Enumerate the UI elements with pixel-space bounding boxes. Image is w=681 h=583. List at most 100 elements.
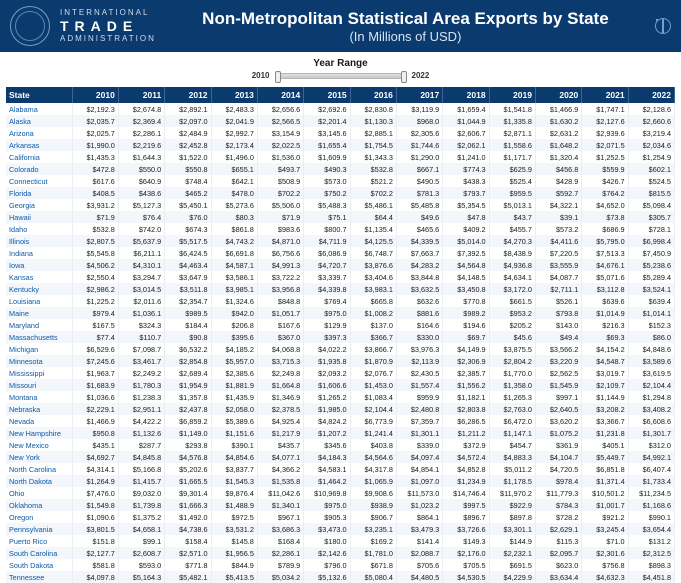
value-cell: $4,845.8 — [118, 451, 164, 463]
col-year[interactable]: 2011 — [118, 87, 164, 103]
value-cell: $1,881.9 — [211, 379, 257, 391]
value-cell: $2,034.6 — [628, 139, 674, 151]
state-cell[interactable]: Massachusetts — [6, 331, 72, 343]
value-cell: $5,098.4 — [628, 199, 674, 211]
col-year[interactable]: 2019 — [489, 87, 535, 103]
state-cell[interactable]: North Dakota — [6, 475, 72, 487]
col-year[interactable]: 2015 — [304, 87, 350, 103]
value-cell: $4,871.0 — [257, 235, 303, 247]
col-year[interactable]: 2017 — [396, 87, 442, 103]
value-cell: $4,991.3 — [257, 259, 303, 271]
state-cell[interactable]: Michigan — [6, 343, 72, 355]
state-cell[interactable]: Kansas — [6, 271, 72, 283]
slider-handle-max[interactable] — [401, 71, 407, 83]
state-cell[interactable]: Georgia — [6, 199, 72, 211]
col-year[interactable]: 2018 — [443, 87, 489, 103]
col-year[interactable]: 2020 — [535, 87, 581, 103]
state-cell[interactable]: New York — [6, 451, 72, 463]
state-cell[interactable]: Tennessee — [6, 571, 72, 583]
state-cell[interactable]: California — [6, 151, 72, 163]
state-cell[interactable]: Illinois — [6, 235, 72, 247]
value-cell: $2,803.8 — [443, 403, 489, 415]
col-state[interactable]: State — [6, 87, 72, 103]
state-cell[interactable]: Connecticut — [6, 175, 72, 187]
org-line1: INTERNATIONAL — [60, 8, 156, 18]
value-cell: $11,573.0 — [396, 487, 442, 499]
value-cell: $361.9 — [535, 439, 581, 451]
state-cell[interactable]: Arizona — [6, 127, 72, 139]
value-cell: $1,051.7 — [257, 307, 303, 319]
col-year[interactable]: 2016 — [350, 87, 396, 103]
col-year[interactable]: 2014 — [257, 87, 303, 103]
table-row: Tennessee$4,097.8$5,164.3$5,482.1$5,413.… — [6, 571, 675, 583]
value-cell: $2,041.9 — [211, 115, 257, 127]
value-cell: $169.2 — [350, 535, 396, 547]
state-cell[interactable]: Arkansas — [6, 139, 72, 151]
value-cell: $216.3 — [582, 319, 628, 331]
col-year[interactable]: 2012 — [165, 87, 211, 103]
value-cell: $526.1 — [535, 295, 581, 307]
value-cell: $7,220.5 — [535, 247, 581, 259]
value-cell: $4,149.9 — [443, 343, 489, 355]
value-cell: $3,112.8 — [582, 283, 628, 295]
col-year[interactable]: 2010 — [72, 87, 118, 103]
col-year[interactable]: 2022 — [628, 87, 674, 103]
table-row: Puerto Rico$151.8$99.1$158.4$145.8$168.4… — [6, 535, 675, 547]
state-cell[interactable]: New Hampshire — [6, 427, 72, 439]
value-cell: $1,182.1 — [443, 391, 489, 403]
value-cell: $905.3 — [304, 511, 350, 523]
state-cell[interactable]: Kentucky — [6, 283, 72, 295]
state-cell[interactable]: Puerto Rico — [6, 535, 72, 547]
state-cell[interactable]: Alabama — [6, 103, 72, 115]
value-cell: $655.1 — [211, 163, 257, 175]
state-cell[interactable]: Montana — [6, 391, 72, 403]
state-cell[interactable]: Alaska — [6, 115, 72, 127]
value-cell: $1,241.0 — [443, 151, 489, 163]
value-cell: $10,969.8 — [304, 487, 350, 499]
value-cell: $639.6 — [582, 295, 628, 307]
col-year[interactable]: 2021 — [582, 87, 628, 103]
value-cell: $3,866.7 — [350, 343, 396, 355]
state-cell[interactable]: Pennsylvania — [6, 523, 72, 535]
state-cell[interactable]: Louisiana — [6, 295, 72, 307]
state-cell[interactable]: South Carolina — [6, 547, 72, 559]
value-cell: $3,245.4 — [582, 523, 628, 535]
value-cell: $2,483.3 — [211, 103, 257, 115]
state-cell[interactable]: Maine — [6, 307, 72, 319]
state-cell[interactable]: New Mexico — [6, 439, 72, 451]
value-cell: $592.7 — [535, 187, 581, 199]
value-cell: $640.9 — [118, 175, 164, 187]
state-cell[interactable]: Minnesota — [6, 355, 72, 367]
state-cell[interactable]: Nebraska — [6, 403, 72, 415]
state-cell[interactable]: Colorado — [6, 163, 72, 175]
value-cell: $1,225.2 — [72, 295, 118, 307]
value-cell: $5,482.1 — [165, 571, 211, 583]
state-cell[interactable]: Ohio — [6, 487, 72, 499]
state-cell[interactable]: Maryland — [6, 319, 72, 331]
value-cell: $149.3 — [443, 535, 489, 547]
state-cell[interactable]: Idaho — [6, 223, 72, 235]
state-cell[interactable]: Iowa — [6, 259, 72, 271]
year-range-slider[interactable] — [276, 73, 406, 79]
state-cell[interactable]: Missouri — [6, 379, 72, 391]
state-cell[interactable]: Oregon — [6, 511, 72, 523]
state-cell[interactable]: Hawaii — [6, 211, 72, 223]
globe-icon[interactable] — [655, 18, 671, 34]
value-cell: $2,892.1 — [165, 103, 211, 115]
state-cell[interactable]: Mississippi — [6, 367, 72, 379]
state-cell[interactable]: Nevada — [6, 415, 72, 427]
state-cell[interactable]: Oklahoma — [6, 499, 72, 511]
value-cell: $11,234.5 — [628, 487, 674, 499]
value-cell: $3,619.5 — [628, 367, 674, 379]
state-cell[interactable]: Indiana — [6, 247, 72, 259]
value-cell: $983.6 — [257, 223, 303, 235]
state-cell[interactable]: Florida — [6, 187, 72, 199]
value-cell: $1,744.6 — [396, 139, 442, 151]
state-cell[interactable]: South Dakota — [6, 559, 72, 571]
slider-handle-min[interactable] — [275, 71, 281, 83]
col-year[interactable]: 2013 — [211, 87, 257, 103]
state-cell[interactable]: North Carolina — [6, 463, 72, 475]
value-cell: $2,025.7 — [72, 127, 118, 139]
value-cell: $4,104.7 — [535, 451, 581, 463]
value-cell: $1,435.3 — [72, 151, 118, 163]
